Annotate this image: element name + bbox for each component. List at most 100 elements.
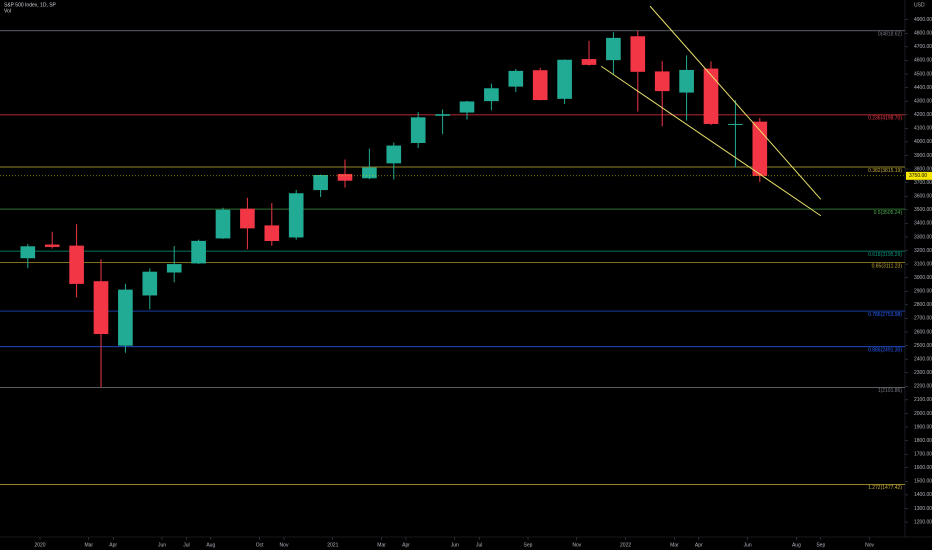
currency: USD [914, 2, 925, 8]
candle-body [264, 225, 280, 242]
x-tick-label: 2021 [327, 542, 338, 548]
candle-body [142, 271, 158, 296]
y-tick-label: 1200.00 [914, 519, 932, 525]
y-tick-label: 2500.00 [914, 343, 932, 349]
y-tick-label: 4700.00 [914, 44, 932, 50]
candle-body [118, 289, 133, 346]
x-tick-label: Nov [865, 542, 874, 548]
x-tick-label: 2022 [620, 542, 631, 548]
x-tick-label: Sep [524, 542, 533, 548]
y-tick-label: 4300.00 [914, 98, 932, 104]
candle-body [581, 59, 597, 65]
y-tick-label: 3600.00 [914, 194, 932, 200]
x-tick-label: Mar [670, 542, 679, 548]
y-tick-label: 2900.00 [914, 289, 932, 295]
chart-title: S&P 500 Index, 1D, SP [4, 2, 57, 8]
x-tick-label: Apr [109, 542, 117, 548]
y-tick-label: 1800.00 [914, 438, 932, 444]
candle-body [435, 114, 450, 116]
y-tick-label: 4000.00 [914, 139, 932, 145]
fib-label: 0.236(4198.70) [868, 116, 902, 122]
y-tick-label: 1700.00 [914, 452, 932, 458]
candle-body [20, 246, 36, 259]
trendline [649, 5, 822, 200]
fib-label: 0.618(3195.29) [868, 252, 902, 258]
x-tick-label: Jul [476, 542, 482, 548]
y-tick-label: 4900.00 [914, 17, 932, 23]
candle-body [313, 175, 328, 191]
candle-body [362, 167, 377, 179]
fib-label: 0.65(3111.23) [872, 263, 903, 269]
y-tick-label: 2200.00 [914, 384, 932, 390]
y-tick-label: 1500.00 [914, 479, 932, 485]
y-tick-label: 3100.00 [914, 261, 932, 267]
x-tick-label: Jun [451, 542, 459, 548]
x-tick-label: Aug [792, 542, 801, 548]
y-tick-label: 3300.00 [914, 234, 932, 240]
y-tick-label: 4600.00 [914, 58, 932, 64]
y-tick-label: 3400.00 [914, 221, 932, 227]
fib-label: 1.272(1477.42) [868, 485, 902, 491]
x-tick-label: Mar [377, 542, 386, 548]
fib-label: 0.5(3505.24) [874, 210, 903, 216]
y-tick-label: 2700.00 [914, 316, 932, 322]
fib-label: 0.382(3815.19) [868, 168, 902, 174]
candle-body [630, 36, 646, 72]
fib-label: 1(2191.86) [878, 388, 903, 394]
candle-body [679, 69, 694, 93]
x-tick-label: Nov [280, 542, 289, 548]
y-tick-label: 2600.00 [914, 329, 932, 335]
y-tick-label: 2300.00 [914, 370, 932, 376]
y-tick-label: 4100.00 [914, 126, 932, 132]
x-tick-label: Jul [183, 542, 189, 548]
y-tick-label: 4500.00 [914, 71, 932, 77]
candle-body [69, 245, 84, 284]
y-tick-label: 3800.00 [914, 166, 932, 172]
x-tick-label: Nov [572, 542, 581, 548]
y-tick-label: 2800.00 [914, 302, 932, 308]
candle-body [44, 244, 60, 247]
candle-body [654, 71, 670, 92]
y-tick-label: 3200.00 [914, 248, 932, 254]
x-tick-label: Apr [695, 542, 703, 548]
price-badge-label: 3750.00 [909, 173, 927, 179]
trendline [600, 65, 822, 217]
x-tick-label: Mar [84, 542, 93, 548]
candle-body [386, 145, 402, 164]
y-tick-label: 2000.00 [914, 411, 932, 417]
y-tick-label: 1600.00 [914, 465, 932, 471]
candle-body [410, 117, 426, 143]
y-tick-label: 1300.00 [914, 506, 932, 512]
x-tick-label: Aug [206, 542, 215, 548]
candle-body [557, 59, 572, 99]
candle-body [215, 209, 231, 239]
candle-body [240, 208, 255, 229]
candle-body [166, 264, 182, 273]
y-tick-label: 1400.00 [914, 492, 932, 498]
candle-body [459, 101, 475, 113]
candle-body [484, 88, 499, 102]
candle-body [191, 240, 206, 264]
price-badge [906, 171, 932, 180]
fib-label: 0(4818.62) [878, 32, 903, 38]
candle-body [93, 281, 109, 335]
candle-body [288, 193, 304, 238]
y-tick-label: 4800.00 [914, 31, 932, 37]
x-tick-label: Apr [402, 542, 410, 548]
candle-body [728, 123, 743, 125]
y-tick-label: 4400.00 [914, 85, 932, 91]
x-tick-label: 2020 [34, 542, 45, 548]
candle-body [703, 68, 719, 124]
candle-body [337, 173, 353, 181]
candle-body [606, 37, 621, 61]
y-tick-label: 3500.00 [914, 207, 932, 213]
y-tick-label: 3900.00 [914, 153, 932, 159]
volume-label: Vol [4, 8, 11, 14]
candle-body [532, 70, 548, 101]
candle-body [508, 70, 524, 87]
y-tick-label: 3700.00 [914, 180, 932, 186]
fib-label: 0.786(2753.98) [868, 312, 902, 318]
